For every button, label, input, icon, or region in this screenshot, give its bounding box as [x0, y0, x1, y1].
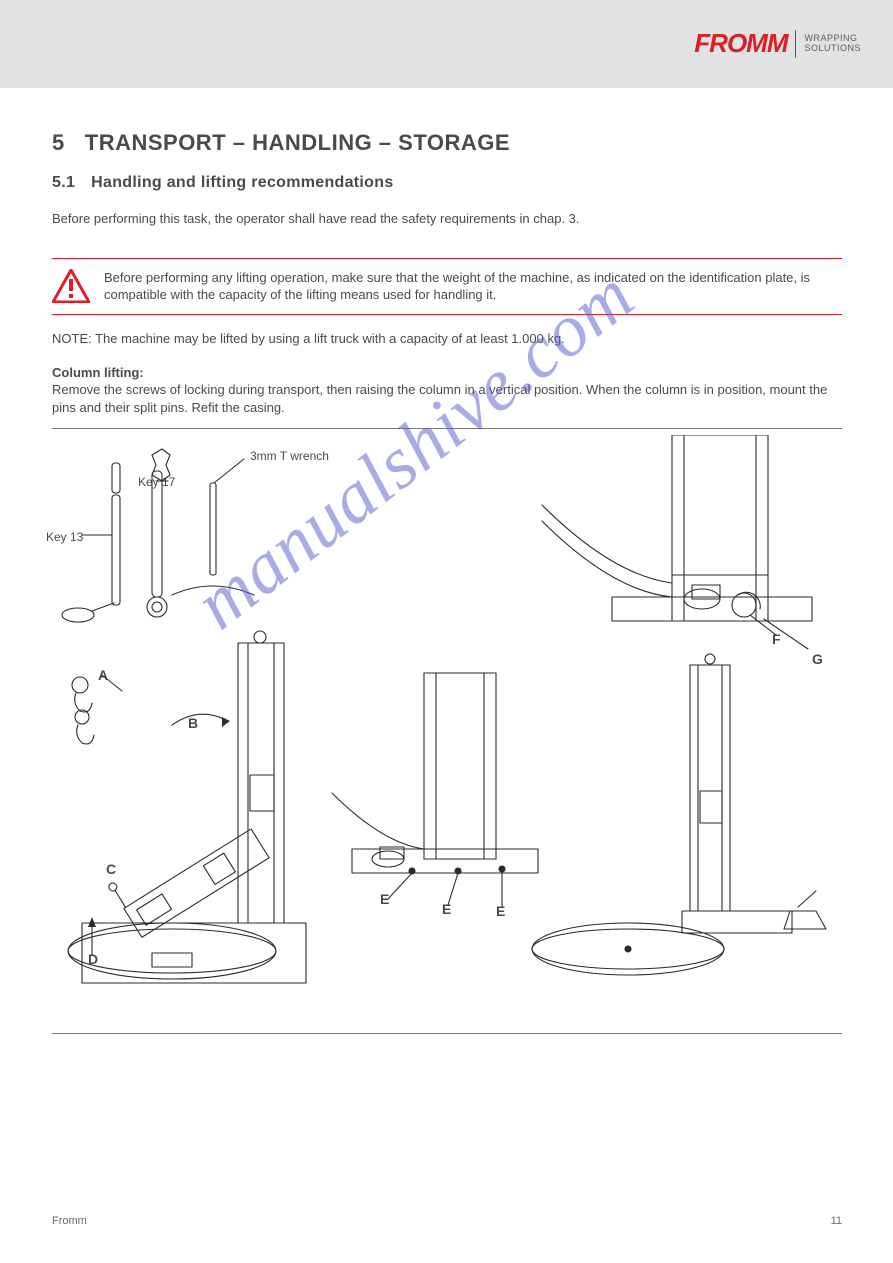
warning-icon: [52, 269, 90, 303]
note-text: NOTE: The machine may be lifted by using…: [52, 331, 842, 346]
figure-rule-bottom: [52, 1033, 842, 1034]
footer-left: Fromm: [52, 1215, 87, 1227]
logo-text: FROMM: [694, 28, 787, 59]
column-lift-text: Remove the screws of locking during tran…: [52, 381, 842, 416]
footer-right: 11: [831, 1215, 842, 1227]
figure-area: Key 17 3mm T wrench Key 13 F G A B C D E…: [52, 435, 842, 1055]
warning-text: Before performing any lifting operation,…: [104, 269, 842, 304]
brand-logo: FROMM WRAPPING SOLUTIONS: [694, 28, 861, 59]
header-bar: FROMM WRAPPING SOLUTIONS: [0, 0, 893, 88]
logo-sub-2: SOLUTIONS: [804, 43, 861, 53]
subsection-title: Handling and lifting recommendations: [91, 174, 393, 192]
logo-divider: [795, 30, 796, 58]
column-lift-heading: Column lifting:: [52, 364, 842, 382]
warning-rule-bottom: [52, 314, 842, 315]
figure-rule-top: [52, 428, 842, 429]
footer: Fromm 11: [52, 1215, 842, 1227]
content-region: 5 TRANSPORT – HANDLING – STORAGE 5.1 Han…: [52, 130, 842, 1055]
body-paragraph-1: Before performing this task, the operato…: [52, 210, 842, 228]
section-number: 5: [52, 130, 65, 156]
logo-sub-1: WRAPPING: [804, 33, 857, 43]
logo-subtitle: WRAPPING SOLUTIONS: [804, 34, 861, 54]
warning-block: Before performing any lifting operation,…: [52, 259, 842, 314]
subsection-number: 5.1: [52, 174, 75, 192]
subsection-heading: 5.1 Handling and lifting recommendations: [52, 166, 842, 200]
section-title: TRANSPORT – HANDLING – STORAGE: [85, 130, 510, 156]
figure-svg: [52, 435, 842, 1055]
section-heading: 5 TRANSPORT – HANDLING – STORAGE: [52, 130, 842, 156]
